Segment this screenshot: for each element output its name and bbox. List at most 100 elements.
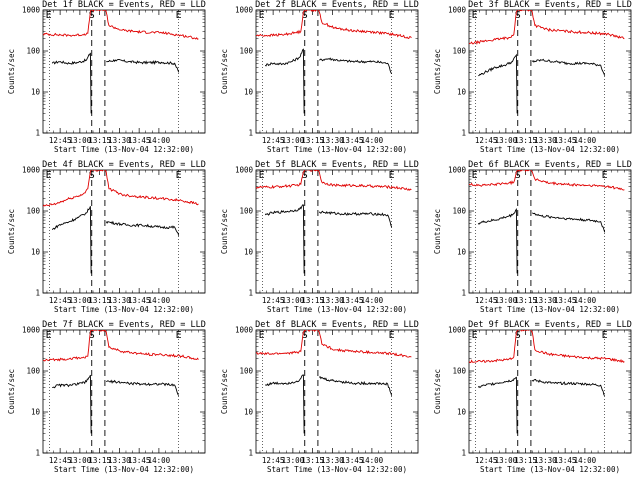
marker-label-e-right: E	[389, 170, 395, 181]
x-tick-label: 13:00	[495, 136, 518, 145]
panel-title: Det 3f BLACK = Events, RED = LLD	[468, 0, 632, 10]
x-tick-label: 14:00	[148, 136, 171, 145]
x-tick-label: 14:00	[361, 456, 384, 465]
y-tick-label: 1000	[22, 326, 41, 335]
marker-label-e-left: E	[472, 330, 478, 341]
y-tick-label: 10	[457, 408, 467, 417]
y-axis-label: Counts/sec	[220, 369, 229, 414]
marker-label-e-left: E	[46, 330, 52, 341]
y-tick-label: 10	[244, 88, 254, 97]
y-tick-label: 10	[457, 248, 467, 257]
plot-frame	[255, 329, 419, 454]
x-tick-label: 13:15	[301, 456, 324, 465]
marker-label-s: S	[89, 10, 95, 21]
marker-label-s: S	[515, 170, 521, 181]
plot-frame	[255, 9, 419, 134]
panel-det-7: Det 7f BLACK = Events, RED = LLD 1 10 100 10…	[7, 320, 206, 474]
marker-label-e-right: E	[602, 10, 608, 21]
x-tick-label: 14:00	[148, 456, 171, 465]
panel-title: Det 1f BLACK = Events, RED = LLD	[42, 0, 206, 10]
plot-frame	[468, 329, 632, 454]
panel-det-1: Det 1f BLACK = Events, RED = LLD 1 10 100 10…	[7, 0, 206, 154]
marker-label-e-right: E	[602, 170, 608, 181]
y-axis-label: Counts/sec	[7, 369, 16, 414]
x-tick-label: 13:45	[554, 296, 577, 305]
x-tick-label: 13:00	[69, 296, 92, 305]
x-tick-label: 13:45	[128, 136, 151, 145]
x-axis-label: Start Time (13-Nov-04 12:32:00)	[267, 465, 407, 474]
x-tick-label: 13:00	[282, 296, 305, 305]
plot-frame	[468, 169, 632, 294]
plot-frame	[42, 329, 206, 454]
series-lld-line	[469, 330, 625, 364]
x-tick-label: 12:45	[475, 136, 498, 145]
marker-label-e-right: E	[389, 10, 395, 21]
x-axis-label: Start Time (13-Nov-04 12:32:00)	[480, 145, 620, 154]
x-tick-label: 13:30	[534, 296, 557, 305]
series-lld-line	[256, 170, 412, 191]
x-tick-label: 13:15	[514, 456, 537, 465]
x-axis-label: Start Time (13-Nov-04 12:32:00)	[480, 305, 620, 314]
series-lld-line	[43, 330, 199, 362]
x-tick-label: 14:00	[574, 456, 597, 465]
panel-det-3: Det 3f BLACK = Events, RED = LLD 1 10 100 10…	[433, 0, 632, 154]
x-tick-label: 13:15	[88, 296, 111, 305]
x-axis-label: Start Time (13-Nov-04 12:32:00)	[267, 305, 407, 314]
x-tick-label: 13:30	[108, 136, 131, 145]
x-tick-label: 13:00	[282, 456, 305, 465]
panel-title: Det 6f BLACK = Events, RED = LLD	[468, 160, 632, 170]
y-axis-label: Counts/sec	[7, 209, 16, 254]
y-tick-label: 1000	[235, 6, 254, 15]
x-tick-label: 13:00	[69, 456, 92, 465]
x-axis-label: Start Time (13-Nov-04 12:32:00)	[267, 145, 407, 154]
y-tick-label: 1	[461, 129, 466, 138]
plot-frame	[42, 9, 206, 134]
marker-label-e-right: E	[176, 10, 182, 21]
marker-label-s: S	[515, 10, 521, 21]
y-tick-label: 1	[248, 289, 253, 298]
panel-det-2: Det 2f BLACK = Events, RED = LLD 1 10 100 10…	[220, 0, 419, 154]
y-tick-label: 10	[31, 408, 41, 417]
y-tick-label: 100	[26, 367, 40, 376]
y-tick-label: 1000	[448, 166, 467, 175]
y-tick-label: 1000	[448, 6, 467, 15]
series-events-line	[478, 53, 606, 114]
series-events-line	[264, 48, 393, 114]
x-tick-label: 12:45	[262, 136, 285, 145]
y-axis-label: Counts/sec	[433, 209, 442, 254]
y-axis-label: Counts/sec	[433, 369, 442, 414]
y-tick-label: 100	[452, 47, 466, 56]
marker-label-e-right: E	[602, 330, 608, 341]
x-tick-label: 13:00	[282, 136, 305, 145]
series-events-line	[51, 206, 180, 274]
panel-title: Det 7f BLACK = Events, RED = LLD	[42, 320, 206, 330]
y-axis-label: Counts/sec	[433, 49, 442, 94]
x-tick-label: 13:45	[341, 296, 364, 305]
x-tick-label: 13:30	[321, 136, 344, 145]
y-tick-label: 1	[35, 129, 40, 138]
x-tick-label: 13:45	[554, 136, 577, 145]
y-tick-label: 1	[35, 449, 40, 458]
x-tick-label: 12:45	[475, 456, 498, 465]
x-tick-label: 14:00	[148, 296, 171, 305]
panel-det-9: Det 9f BLACK = Events, RED = LLD 1 10 100 10…	[433, 320, 632, 474]
series-lld-line	[469, 10, 625, 45]
panel-title: Det 8f BLACK = Events, RED = LLD	[255, 320, 419, 330]
plot-frame	[255, 169, 419, 294]
x-tick-label: 12:45	[262, 456, 285, 465]
marker-label-e-left: E	[259, 10, 265, 21]
x-axis-label: Start Time (13-Nov-04 12:32:00)	[480, 465, 620, 474]
x-tick-label: 13:15	[301, 136, 324, 145]
series-lld-line	[43, 170, 199, 207]
y-tick-label: 1000	[235, 326, 254, 335]
series-lld-line	[43, 10, 199, 40]
series-events-line	[477, 208, 606, 274]
marker-label-e-left: E	[472, 170, 478, 181]
x-axis-label: Start Time (13-Nov-04 12:32:00)	[54, 305, 194, 314]
series-lld-line	[256, 330, 412, 358]
series-events-line	[477, 376, 606, 434]
panel-det-6: Det 6f BLACK = Events, RED = LLD 1 10 100 10…	[433, 160, 632, 314]
x-tick-label: 14:00	[361, 296, 384, 305]
marker-label-e-left: E	[259, 170, 265, 181]
